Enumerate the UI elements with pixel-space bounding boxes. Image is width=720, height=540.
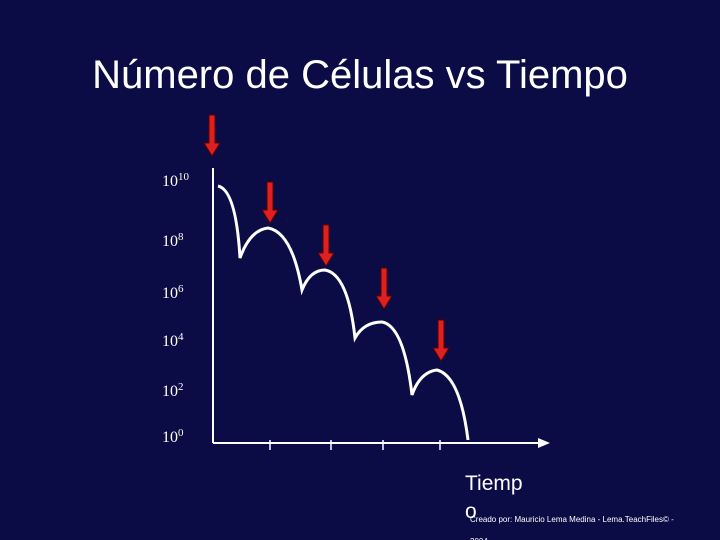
footer-line: 2004	[470, 537, 488, 540]
title: Número de Células vs Tiempo	[92, 53, 628, 97]
y-axis-label: 102	[162, 381, 184, 400]
footer-line: Creado por: Mauricio Lema Medina - Lema.…	[470, 515, 674, 524]
treatment-arrow	[261, 181, 279, 224]
label-base: 10	[162, 233, 178, 250]
y-axis-label: 108	[162, 231, 184, 250]
treatment-arrow	[203, 114, 221, 157]
treatment-arrows	[203, 114, 450, 362]
x-axis-label: Tiemp o	[465, 472, 523, 523]
x-axis-arrowhead	[538, 438, 550, 448]
label-exponent: 6	[178, 283, 184, 295]
cell-curve	[217, 184, 470, 441]
label-base: 10	[162, 285, 178, 302]
label-base: 10	[162, 333, 178, 350]
label-exponent: 8	[178, 231, 184, 243]
treatment-arrow	[432, 319, 450, 362]
label-exponent: 0	[178, 427, 184, 439]
label-base: 10	[162, 173, 178, 190]
y-axis-label: 106	[162, 283, 184, 302]
y-axis-label: 100	[162, 427, 184, 446]
x-ticks	[269, 440, 441, 450]
footer: Creado por: Mauricio Lema Medina - Lema.…	[470, 515, 674, 540]
treatment-arrow	[375, 267, 393, 310]
label-exponent: 2	[178, 381, 184, 393]
label-exponent: 10	[178, 171, 190, 183]
treatment-arrow	[317, 224, 335, 267]
y-axis-label: 1010	[162, 171, 190, 190]
x-axis-label-line: Tiemp	[465, 472, 523, 495]
label-base: 10	[162, 383, 178, 400]
y-axis-label: 104	[162, 331, 184, 350]
label-base: 10	[162, 429, 178, 446]
x-axis-label-line: o	[465, 500, 477, 523]
label-exponent: 4	[178, 331, 184, 343]
